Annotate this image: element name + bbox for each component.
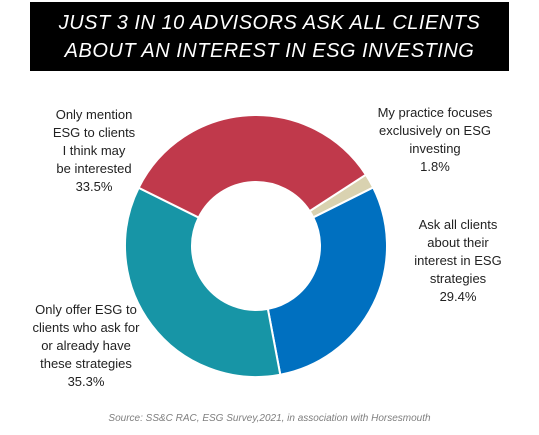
label-esg-exclusive-line-1: My practice focuses [377, 105, 493, 120]
label-mention-interested-line-1: Only mention [55, 107, 133, 122]
chart-title-line-1: JUST 3 IN 10 ADVISORS ASK ALL CLIENTS [58, 11, 481, 34]
label-offer-on-ask-line-1: Only offer ESG to [35, 302, 137, 317]
value-esg-exclusive: 1.8% [420, 159, 450, 174]
chart-title: JUST 3 IN 10 ADVISORS ASK ALL CLIENTS AB… [30, 2, 509, 71]
label-mention-interested-line-2: ESG to clients [52, 125, 136, 140]
label-ask-all-line-4: strategies [429, 271, 487, 286]
label-offer-on-ask-line-2: clients who ask for [32, 320, 140, 335]
label-ask-all: Ask all clients about their interest in … [398, 216, 518, 306]
value-offer-on-ask: 35.3% [67, 374, 105, 389]
slice-mention-interested [137, 114, 368, 219]
label-ask-all-line-2: about their [427, 235, 489, 250]
value-ask-all: 29.4% [439, 289, 477, 304]
label-mention-interested-line-3: I think may [62, 143, 126, 158]
value-mention-interested: 33.5% [75, 179, 113, 194]
label-mention-interested: Only mention ESG to clients I think may … [36, 106, 152, 196]
slice-ask-all [266, 186, 388, 376]
label-mention-interested-line-4: be interested [56, 161, 132, 176]
label-offer-on-ask-line-4: these strategies [40, 356, 132, 371]
label-offer-on-ask: Only offer ESG to clients who ask for or… [16, 301, 156, 391]
slice-offer-on-ask [124, 186, 282, 378]
label-ask-all-line-1: Ask all clients [418, 217, 498, 232]
source-note: Source: SS&C RAC, ESG Survey,2021, in as… [108, 413, 431, 424]
label-ask-all-line-3: interest in ESG [414, 253, 502, 268]
label-esg-exclusive-line-3: investing [409, 141, 461, 156]
label-offer-on-ask-line-3: or already have [41, 338, 131, 353]
label-esg-exclusive-line-2: exclusively on ESG [379, 123, 491, 138]
label-esg-exclusive: My practice focuses exclusively on ESG i… [360, 104, 510, 176]
chart-title-line-2: ABOUT AN INTEREST IN ESG INVESTING [64, 39, 475, 62]
